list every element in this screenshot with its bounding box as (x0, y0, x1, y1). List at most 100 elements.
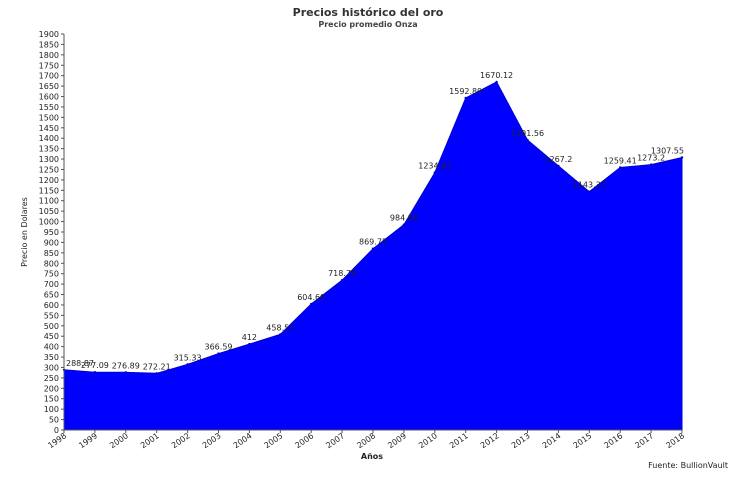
x-tick-label: 2002 (170, 431, 192, 450)
y-tick-label: 500 (44, 322, 59, 331)
x-tick-label: 2018 (664, 431, 686, 450)
x-tick-label: 1998 (46, 431, 68, 450)
x-tick-label: 2006 (294, 431, 316, 450)
y-tick-label: 1450 (39, 124, 59, 133)
y-tick-label: 50 (49, 416, 59, 425)
x-axis-title: Años (361, 452, 383, 461)
chart-subtitle: Precio promedio Onza (318, 20, 417, 29)
y-tick-label: 1650 (39, 82, 59, 91)
data-point (557, 164, 560, 168)
data-label: 869.75 (359, 238, 387, 247)
data-point (526, 138, 529, 142)
y-tick-label: 550 (44, 311, 59, 320)
y-tick-label: 350 (44, 353, 59, 362)
data-label: 1234.82 (418, 162, 451, 171)
data-label: 315.33 (174, 353, 202, 362)
data-label: 412 (242, 333, 257, 342)
data-label: 1259.41 (604, 157, 637, 166)
chart-title: Precios histórico del oro (293, 6, 444, 19)
y-tick-label: 1000 (39, 218, 59, 227)
y-tick-label: 1350 (39, 145, 59, 154)
y-tick-label: 1300 (39, 155, 59, 164)
data-point (279, 333, 282, 336)
data-point (619, 166, 622, 169)
y-tick-label: 1550 (39, 103, 59, 112)
y-tick-label: 1250 (39, 165, 59, 174)
y-tick-label: 1800 (39, 51, 59, 60)
data-label: 458.53 (266, 323, 294, 332)
data-point (371, 247, 375, 250)
data-point (248, 342, 251, 346)
y-tick-label: 1200 (39, 176, 59, 185)
data-point (588, 190, 591, 193)
data-label: 1670.12 (480, 71, 513, 80)
data-label: 984.88 (390, 214, 418, 223)
y-tick-label: 450 (44, 332, 59, 341)
data-label: 276.89 (112, 361, 140, 370)
y-tick-label: 1600 (39, 93, 59, 102)
y-tick-label: 100 (44, 405, 59, 414)
y-tick-label: 1900 (39, 30, 59, 39)
data-point (464, 96, 467, 100)
x-tick-label: 2010 (417, 431, 439, 450)
y-tick-label: 650 (44, 291, 59, 300)
x-tick-label: 2009 (386, 431, 408, 450)
x-tick-label: 2011 (448, 431, 470, 450)
y-tick-label: 700 (44, 280, 59, 289)
data-point (186, 363, 189, 366)
data-point (340, 279, 344, 282)
y-tick-label: 1100 (39, 197, 59, 206)
data-label: 1307.55 (651, 146, 684, 155)
y-tick-label: 0 (54, 426, 59, 435)
data-label: 1267.2 (544, 155, 572, 164)
x-tick-label: 2005 (263, 431, 285, 450)
data-point (680, 156, 684, 159)
data-point (155, 372, 158, 375)
x-tick-label: 2017 (633, 431, 655, 450)
data-label: 288.87 (66, 359, 94, 368)
data-label: 277.09 (81, 361, 109, 370)
data-label: 718.79 (328, 269, 356, 278)
data-label: 272.21 (143, 362, 171, 371)
x-tick-label: 2004 (232, 431, 254, 450)
data-label: 1273.2 (637, 154, 665, 163)
y-tick-label: 1700 (39, 72, 59, 81)
x-tick-label: 2012 (479, 431, 501, 450)
x-tick-label: 2003 (201, 431, 223, 450)
data-point (93, 371, 97, 374)
series-area (63, 81, 683, 431)
y-tick-label: 1750 (39, 61, 59, 70)
y-tick-label: 800 (44, 259, 59, 268)
data-point (495, 80, 498, 84)
data-label: 1143.37 (573, 181, 606, 190)
area-layer (62, 80, 684, 431)
y-tick-label: 750 (44, 270, 59, 279)
y-tick-label: 1500 (39, 113, 59, 122)
data-point (433, 171, 436, 174)
x-tick-label: 2013 (510, 431, 532, 450)
y-tick-label: 1850 (39, 40, 59, 49)
y-axis-title: Precio en Dolares (20, 197, 29, 267)
x-tick-label: 2000 (108, 431, 130, 450)
data-point (310, 302, 313, 306)
y-tick-label: 900 (44, 238, 59, 247)
data-label: 1391.56 (511, 129, 544, 138)
y-tick-label: 250 (44, 374, 59, 383)
data-point (402, 223, 406, 226)
data-point (124, 371, 128, 374)
x-tick-label: 2007 (324, 431, 346, 450)
x-tick-label: 1999 (77, 431, 99, 450)
x-tick-label: 2008 (355, 431, 377, 450)
data-label: 1592.89 (449, 87, 482, 96)
data-point (649, 163, 653, 166)
data-label: 366.59 (205, 343, 233, 352)
x-tick-label: 2001 (139, 431, 161, 450)
y-tick-label: 150 (44, 395, 59, 404)
x-tick-label: 2015 (572, 431, 594, 450)
y-tick-label: 850 (44, 249, 59, 258)
y-tick-label: 600 (44, 301, 59, 310)
x-tick-label: 2016 (603, 431, 625, 450)
